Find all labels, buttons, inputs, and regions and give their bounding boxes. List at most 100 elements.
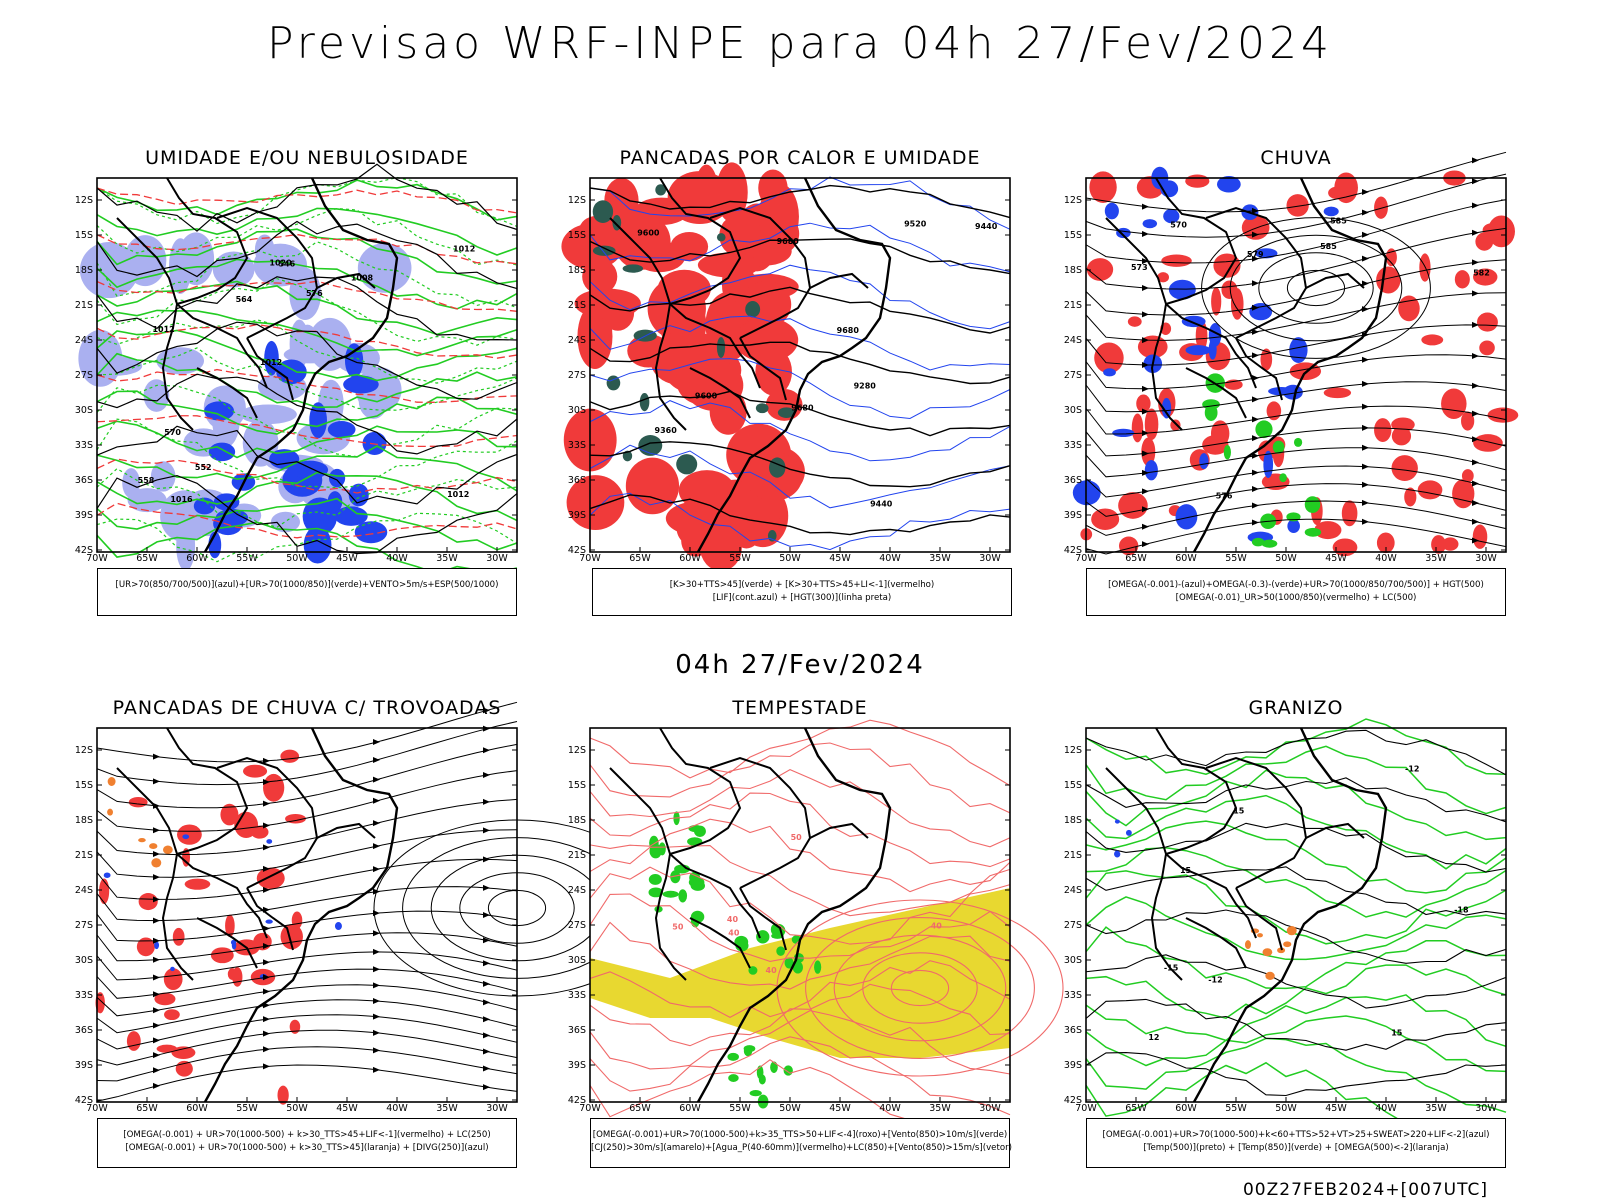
heat-convection-blob: [566, 475, 625, 530]
legend-line: [OMEGA(-0.01)_UR>50(1000/850)(vermelho) …: [1175, 593, 1417, 603]
map-panel-tempestade: 40 40 40 50 50 40 12S 15S 18S 21S 24S 27S 30S 33S 36S 3…: [568, 719, 1064, 1139]
heat-convection-blob: [649, 284, 676, 329]
lon-label: 30W: [979, 1103, 1001, 1114]
legend-umidade: [UR>70(850/700/500)](azul)+[UR>70(1000/8…: [97, 568, 517, 616]
streamline-arrow: [1472, 436, 1479, 443]
lat-label: 39S: [568, 1060, 586, 1071]
lat-label: 42S: [75, 545, 93, 556]
coastline: [696, 727, 892, 1103]
country-border: [116, 767, 194, 981]
map-overlays: 40 40 40 50 50 40: [589, 719, 1064, 1139]
streamline-arrow: [1142, 523, 1149, 530]
country-border: [316, 822, 376, 839]
streamline-arrow: [483, 1032, 490, 1039]
omega-orange-dot: [1262, 948, 1273, 957]
rain-blue-blob: [1103, 368, 1116, 377]
streamline-arrow: [1362, 189, 1369, 196]
rain-red-blob: [1417, 480, 1443, 500]
lat-label: 15S: [75, 230, 93, 241]
rain-red-blob: [1472, 524, 1488, 549]
country-border: [689, 367, 751, 419]
contour-label: 40: [766, 966, 778, 975]
lat-label: 36S: [568, 1025, 586, 1036]
streamline-arrow: [1142, 203, 1149, 210]
lon-label: 60W: [679, 553, 701, 564]
lon-label: 30W: [979, 553, 1001, 564]
humidity-high-blob: [343, 375, 379, 394]
precip-water-contour: [589, 866, 1011, 945]
thunder-orange-blob: [151, 858, 162, 868]
panel-title-tempestade: TEMPESTADE: [732, 697, 868, 719]
lon-label: 70W: [86, 1103, 108, 1114]
rain-red-blob: [1404, 487, 1417, 507]
streamline-arrow: [373, 1047, 380, 1054]
wind850-green-blob: [734, 935, 749, 949]
thunder-red-blob: [99, 878, 110, 905]
thunder-red-blob: [163, 968, 183, 991]
convection-green-blob: [676, 454, 698, 475]
rain-red-blob: [1213, 253, 1241, 278]
contour-label: 12: [1148, 1033, 1159, 1042]
lat-label: 18S: [1064, 265, 1082, 276]
humidity-high-blob: [242, 419, 279, 467]
legend-line: [CJ(250)>30m/s](amarelo)+[Agua_P(40-60mm…: [591, 1143, 1012, 1153]
lon-label: 55W: [729, 553, 751, 564]
lat-label: 21S: [568, 850, 586, 861]
streamline-arrow: [483, 707, 490, 714]
streamline-arrow: [373, 930, 380, 937]
streamline-arrow: [1472, 459, 1479, 466]
heat-convection-blob: [625, 457, 680, 515]
temp500-contour: [1085, 1052, 1507, 1097]
temp850-contour: [1085, 896, 1507, 961]
lon-label: 60W: [1175, 1103, 1197, 1114]
temp500-contour: [1085, 909, 1507, 964]
legend-line: [OMEGA(-0.001)+UR>70(1000-500)+k<60+TTS>…: [1102, 1130, 1490, 1140]
contour-label: 9680: [837, 326, 860, 335]
contour-label: 564: [236, 295, 253, 304]
streamline-arrow: [1362, 209, 1369, 216]
streamline-arrow: [1142, 258, 1149, 265]
thunder-red-blob: [172, 927, 185, 946]
rain-red-blob: [1118, 536, 1139, 556]
streamline-arrow: [153, 1067, 160, 1074]
humidity-high-blob: [204, 401, 235, 421]
convection-green-blob: [622, 264, 644, 273]
country-border: [1155, 177, 1238, 305]
rain-red-blob: [1374, 418, 1392, 443]
lat-label: 12S: [75, 195, 93, 206]
rain-red-blob: [1170, 419, 1181, 431]
lon-label: 50W: [1275, 1103, 1297, 1114]
pressure-contour: [96, 425, 518, 505]
map-overlays: 585 585 582 579 576 573 570: [1072, 151, 1519, 557]
streamline-arrow: [1362, 380, 1369, 387]
streamline-arrow: [483, 1084, 490, 1091]
lat-label: 33S: [75, 990, 93, 1001]
streamline-arrow: [153, 1022, 160, 1029]
contour-label: 1020: [269, 258, 292, 267]
rain-blue-blob: [1199, 453, 1209, 470]
streamline-arrow: [373, 776, 380, 783]
legend-line: [OMEGA(-0.001) + UR>70(1000-500) + k>30_…: [125, 1143, 489, 1153]
thunder-red-blob: [277, 1085, 289, 1105]
streamline-arrow: [153, 778, 160, 785]
lon-label: 50W: [779, 553, 801, 564]
streamline-arrow: [153, 956, 160, 963]
contour-label: 576: [1216, 491, 1233, 500]
lif-contour: [589, 400, 1011, 462]
rain-blue-blob: [1168, 279, 1196, 300]
streamline-arrow: [1472, 290, 1479, 297]
lon-label: 55W: [1225, 1103, 1247, 1114]
rain-blue-blob: [1163, 209, 1180, 224]
streamline-arrow: [373, 756, 380, 763]
rain-blue-blob: [1175, 504, 1198, 530]
temp850-contour: [1085, 745, 1507, 815]
humidity-high-blob: [344, 343, 364, 378]
divergence-blue-dot: [170, 966, 175, 972]
convection-green-blob: [769, 457, 786, 478]
humidity-high-blob: [291, 460, 329, 480]
country-border: [739, 337, 787, 401]
heat-convection-blob: [561, 223, 623, 270]
divergence-blue-dot: [334, 922, 342, 931]
rain-red-blob: [1094, 342, 1124, 374]
streamline-arrow: [263, 886, 270, 893]
